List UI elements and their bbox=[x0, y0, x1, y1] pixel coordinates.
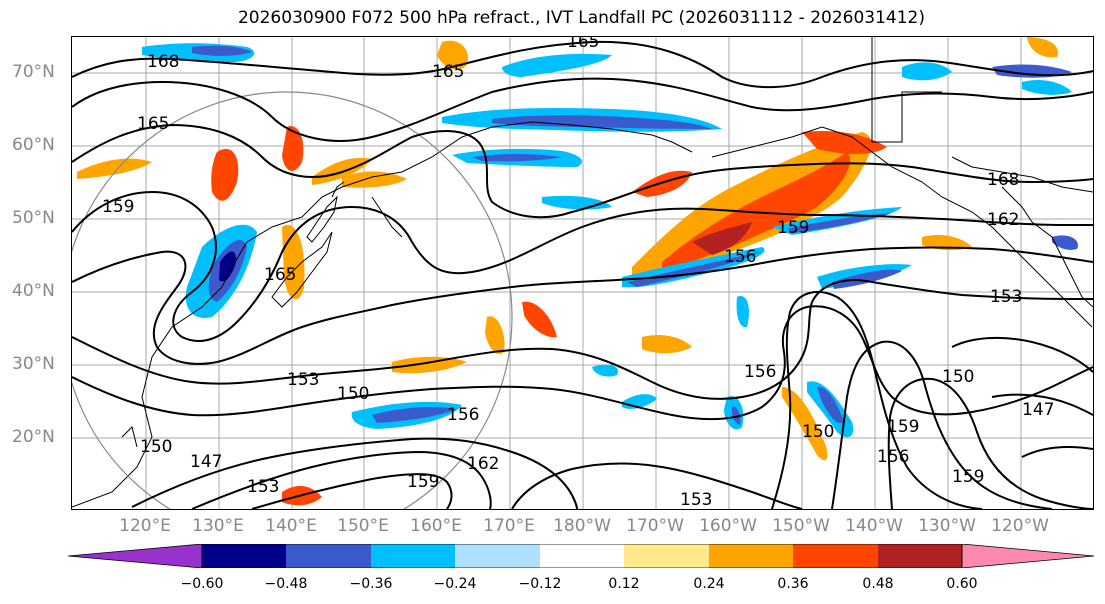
contour-label: 159 bbox=[777, 218, 809, 238]
contour-label: 156 bbox=[724, 247, 756, 267]
contour-label: 156 bbox=[744, 362, 776, 382]
lat-label: 50°N bbox=[12, 208, 55, 228]
lat-label: 60°N bbox=[12, 135, 55, 155]
contour-label: 165 bbox=[432, 62, 464, 82]
contour-label: 147 bbox=[1022, 400, 1054, 420]
contour-label: 162 bbox=[467, 454, 499, 474]
contour-label: 153 bbox=[680, 490, 712, 509]
colorbar-swatch bbox=[202, 544, 286, 568]
colorbar-tick: 0.48 bbox=[862, 576, 894, 592]
contour-label: 159 bbox=[102, 197, 134, 217]
colorbar-tick: −0.48 bbox=[264, 576, 308, 592]
colorbar-swatch bbox=[961, 544, 1095, 568]
colorbar-swatch bbox=[793, 544, 878, 568]
lon-label: 140°E bbox=[265, 516, 317, 536]
contour-label: 153 bbox=[247, 477, 279, 497]
lat-label: 70°N bbox=[12, 62, 55, 82]
lon-label: 140°W bbox=[845, 516, 903, 536]
colorbar-swatch bbox=[624, 544, 709, 568]
lat-label: 40°N bbox=[12, 281, 55, 301]
contour-label: 156 bbox=[447, 405, 479, 425]
contour-labels: 165 168 165 165 159 165 168 162 159 156 … bbox=[102, 37, 1054, 509]
lon-label: 170°W bbox=[626, 516, 684, 536]
contour-label: 150 bbox=[942, 367, 974, 387]
contour-label: 165 bbox=[137, 114, 169, 134]
colorbar bbox=[68, 544, 1095, 568]
map-panel: 165 168 165 165 159 165 168 162 159 156 … bbox=[71, 36, 1094, 510]
colorbar-swatch bbox=[68, 544, 203, 568]
coastlines bbox=[72, 37, 1093, 508]
colorbar-tick: 0.36 bbox=[777, 576, 809, 592]
colorbar-swatch bbox=[709, 544, 793, 568]
colorbar-swatch bbox=[455, 544, 540, 568]
colorbar-tick: −0.60 bbox=[180, 576, 224, 592]
contour-label: 168 bbox=[147, 52, 179, 72]
contour-label: 150 bbox=[140, 437, 172, 457]
contour-label: 153 bbox=[287, 370, 319, 390]
lon-label: 130°E bbox=[192, 516, 244, 536]
lon-label: 120°E bbox=[119, 516, 171, 536]
lon-label: 160°E bbox=[410, 516, 462, 536]
contour-label: 165 bbox=[567, 37, 599, 52]
lon-label: 130°W bbox=[918, 516, 976, 536]
contour-label: 159 bbox=[407, 472, 439, 492]
contour-label: 147 bbox=[190, 452, 222, 472]
lat-label: 30°N bbox=[12, 354, 55, 374]
lon-label: 150°E bbox=[337, 516, 389, 536]
landfall-circle bbox=[72, 91, 513, 509]
colorbar-tick: 0.12 bbox=[608, 576, 640, 592]
lon-label: 170°E bbox=[483, 516, 535, 536]
colorbar-tick: −0.24 bbox=[433, 576, 477, 592]
lon-label: 180°W bbox=[553, 516, 611, 536]
colorbar-swatch bbox=[878, 544, 962, 568]
colorbar-swatch bbox=[286, 544, 371, 568]
contour-label: 150 bbox=[802, 422, 834, 442]
contour-label: 153 bbox=[990, 287, 1022, 307]
contour-label: 159 bbox=[952, 467, 984, 487]
lon-label: 150°W bbox=[772, 516, 830, 536]
lon-label: 160°W bbox=[699, 516, 757, 536]
height-contours bbox=[72, 40, 1093, 509]
contour-label: 159 bbox=[887, 417, 919, 437]
colorbar-tick: 0.60 bbox=[946, 576, 978, 592]
colorbar-swatch bbox=[371, 544, 455, 568]
colorbar-swatch bbox=[540, 544, 624, 568]
lat-label: 20°N bbox=[12, 427, 55, 447]
contour-label: 162 bbox=[987, 210, 1019, 230]
colorbar-tick: −0.36 bbox=[349, 576, 393, 592]
colorbar-tick: −0.12 bbox=[518, 576, 562, 592]
contour-label: 168 bbox=[987, 170, 1019, 190]
colorbar-tick: 0.24 bbox=[693, 576, 725, 592]
map-canvas: 165 168 165 165 159 165 168 162 159 156 … bbox=[72, 37, 1093, 509]
contour-label: 156 bbox=[877, 447, 909, 467]
refractivity-shading bbox=[77, 37, 1078, 506]
map-title: 2026030900 F072 500 hPa refract., IVT La… bbox=[237, 8, 925, 28]
contour-label: 150 bbox=[337, 384, 369, 404]
contour-label: 165 bbox=[264, 265, 296, 285]
lon-label: 120°W bbox=[991, 516, 1049, 536]
